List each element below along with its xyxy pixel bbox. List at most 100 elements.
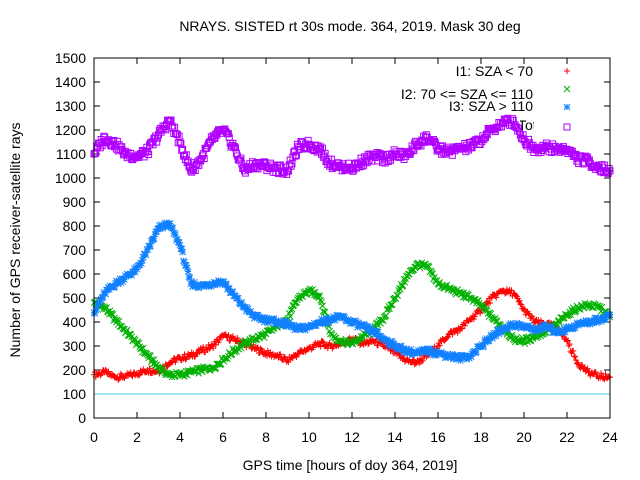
data-point [357, 154, 365, 162]
data-point [593, 319, 600, 326]
data-point [401, 278, 409, 286]
data-point [448, 285, 456, 293]
x-tick-label: 24 [602, 429, 618, 445]
data-point [350, 320, 358, 327]
data-point [486, 299, 493, 306]
data-point [432, 351, 440, 359]
data-point [385, 157, 393, 165]
data-point [495, 330, 503, 338]
data-point [227, 143, 235, 151]
data-point [383, 336, 391, 344]
data-point [517, 300, 524, 307]
x-tick-label: 0 [90, 429, 98, 445]
data-point [584, 300, 591, 308]
data-point [145, 150, 153, 158]
data-point [111, 283, 118, 291]
data-point [498, 123, 506, 131]
data-point [412, 263, 419, 271]
data-point [132, 263, 140, 271]
data-point [518, 321, 526, 329]
data-point [224, 130, 232, 138]
x-axis-label: GPS time [hours of doy 364, 2019] [243, 457, 458, 473]
data-point [136, 372, 143, 379]
x-tick-label: 22 [559, 429, 575, 445]
data-point [369, 325, 376, 333]
data-point [443, 334, 450, 341]
data-point [169, 224, 177, 232]
data-point [408, 351, 416, 359]
data-point [465, 352, 472, 360]
data-point [260, 318, 268, 326]
data-point [425, 263, 433, 271]
data-point [487, 331, 495, 339]
data-point [399, 282, 407, 289]
x-tick-label: 2 [133, 429, 141, 445]
data-point [504, 325, 512, 333]
x-tick-label: 18 [473, 429, 489, 445]
chart-title: NRAYS. SISTED rt 30s mode. 364, 2019. Ma… [179, 18, 520, 34]
data-point [200, 155, 208, 163]
data-point [109, 311, 117, 318]
data-point [303, 324, 311, 332]
data-point [159, 224, 167, 232]
data-point [388, 337, 396, 345]
data-point [291, 326, 299, 334]
data-point [602, 316, 609, 324]
data-point [458, 352, 466, 359]
data-point [498, 329, 505, 336]
data-point [150, 235, 158, 243]
data-point [128, 271, 135, 279]
data-point [147, 242, 154, 250]
data-point [422, 346, 429, 354]
data-point [301, 290, 308, 297]
x-tick-label: 10 [301, 429, 317, 445]
data-point [448, 350, 456, 358]
data-point [370, 328, 377, 335]
data-point [138, 260, 145, 267]
data-point [605, 164, 613, 172]
data-point [317, 297, 324, 304]
data-point [175, 239, 183, 247]
x-tick-label: 12 [344, 429, 360, 445]
data-point [598, 370, 605, 377]
data-point [259, 314, 267, 322]
data-point [430, 137, 438, 145]
data-point [393, 346, 401, 354]
data-point [183, 264, 191, 272]
data-point [321, 320, 329, 328]
legend-marker-2 [563, 85, 571, 93]
x-tick-label: 16 [430, 429, 446, 445]
data-point [315, 319, 323, 327]
data-point [463, 355, 471, 363]
data-point [91, 310, 99, 317]
data-point [516, 297, 523, 304]
series-2 [90, 259, 614, 381]
data-point [518, 301, 525, 308]
data-point [292, 152, 300, 160]
data-point [594, 316, 601, 323]
data-point [424, 345, 432, 352]
data-point [172, 359, 179, 366]
data-point [388, 301, 395, 309]
data-point [444, 333, 451, 340]
data-point [207, 344, 214, 351]
data-point [526, 322, 533, 329]
data-point [382, 312, 390, 320]
data-point [163, 219, 170, 226]
data-point [247, 307, 255, 315]
data-point [229, 288, 237, 296]
data-point [365, 341, 372, 348]
data-point [236, 156, 244, 164]
data-point [171, 229, 178, 237]
data-point [440, 351, 448, 359]
data-point [461, 322, 468, 329]
data-point [173, 130, 181, 138]
y-tick-label: 700 [63, 242, 87, 258]
data-point [570, 307, 578, 314]
data-point [154, 134, 162, 142]
data-point [166, 220, 174, 227]
data-point [296, 322, 304, 330]
data-point [470, 316, 477, 323]
data-point [595, 302, 602, 310]
